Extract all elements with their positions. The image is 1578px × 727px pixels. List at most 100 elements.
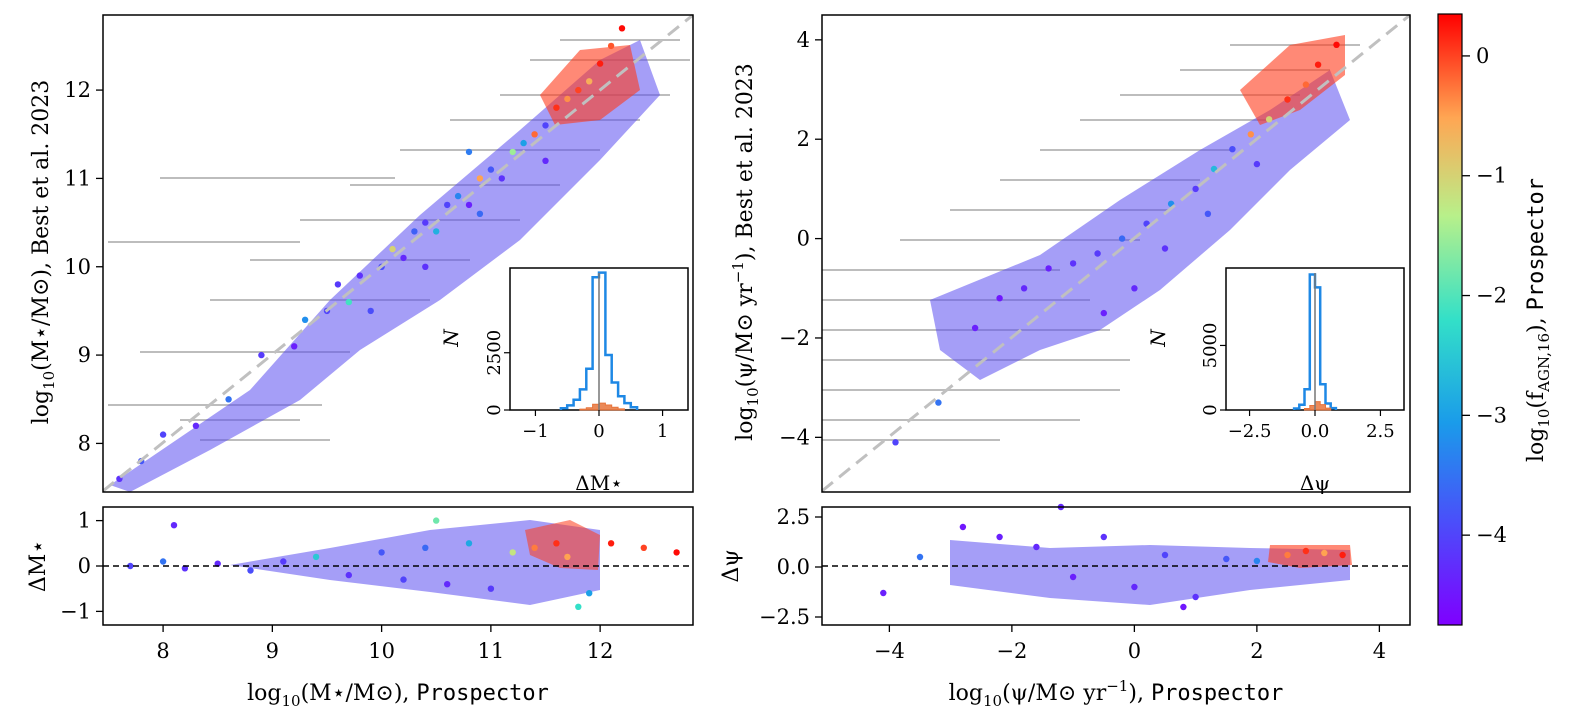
x-tick-label: 0 <box>1128 639 1141 663</box>
data-point <box>1247 131 1255 138</box>
mass-inset-histogram <box>559 271 639 411</box>
mass-y-label: log10(M⋆/M⊙), Best et al. 2023 <box>29 80 58 425</box>
data-point <box>916 553 924 561</box>
y-tick-label: 8 <box>78 431 91 455</box>
mass-points <box>116 25 626 482</box>
sfr-residual-agn-cloud <box>1268 545 1352 568</box>
data-point <box>996 295 1003 302</box>
data-point <box>422 544 429 551</box>
x-tick-label: 11 <box>478 639 505 663</box>
data-point <box>1265 116 1273 123</box>
data-point <box>433 228 440 235</box>
y-tick-label: −1 <box>60 599 91 623</box>
data-point <box>640 544 647 551</box>
data-point <box>465 201 473 209</box>
data-point <box>564 553 571 561</box>
data-point <box>1100 309 1108 317</box>
y-tick-label: 2500 <box>484 330 505 376</box>
data-point <box>1131 583 1138 591</box>
data-point <box>127 562 134 570</box>
x-tick-label: 0.0 <box>1301 421 1330 442</box>
mass-residual-y-ticks: −1 0 1 <box>60 509 103 623</box>
mass-residual-y-label: ΔM⋆ <box>26 540 51 592</box>
data-point <box>1069 260 1077 267</box>
data-point <box>192 422 200 429</box>
colorbar-tick-label: −3 <box>1476 403 1507 427</box>
mass-inset-xlabel: ΔM⋆ <box>575 471 622 495</box>
data-point <box>159 431 167 438</box>
mass-inset: −1 0 1 0 2500 ΔM⋆ N <box>439 267 689 495</box>
x-tick-label: 12 <box>587 639 614 663</box>
data-point <box>1284 551 1291 559</box>
data-point <box>345 298 352 306</box>
x-tick-label: −2.5 <box>1228 421 1272 442</box>
y-tick-label: 11 <box>64 166 91 190</box>
data-point <box>345 571 352 579</box>
data-point <box>531 544 538 551</box>
data-point <box>880 589 887 597</box>
y-tick-label: 0 <box>797 227 810 251</box>
colorbar-gradient <box>1437 13 1463 626</box>
sfr-residual-cloud <box>950 540 1350 605</box>
data-point <box>400 576 407 583</box>
colorbar-label: log10(fAGN,16), Prospector <box>1524 178 1553 462</box>
data-point <box>542 122 549 129</box>
x-tick-label: 8 <box>156 639 169 663</box>
sfr-one-to-one-line <box>821 13 1411 493</box>
mass-inset-ticks: −1 0 1 0 2500 <box>484 330 668 442</box>
data-point <box>1069 573 1077 581</box>
data-point <box>280 558 287 565</box>
data-point <box>454 192 462 200</box>
data-point <box>1253 557 1261 565</box>
x-tick-label: 4 <box>1373 639 1386 663</box>
data-point <box>1321 549 1328 557</box>
y-tick-label: 0 <box>1200 404 1221 415</box>
x-tick-label: 0 <box>593 421 604 442</box>
data-point <box>509 549 516 556</box>
data-point <box>225 396 232 403</box>
data-point <box>542 157 549 164</box>
data-point <box>971 324 979 332</box>
colorbar: −4 −3 −2 −1 0 log10(fAGN,16), Prospector <box>1437 13 1553 626</box>
data-point <box>959 523 967 531</box>
y-tick-label: 5000 <box>1200 323 1221 369</box>
y-tick-label: 0.0 <box>777 555 810 579</box>
y-tick-label: 2.5 <box>777 505 810 529</box>
colorbar-tick-label: −2 <box>1476 284 1507 308</box>
data-point <box>1192 185 1199 193</box>
y-tick-label: 12 <box>64 78 91 102</box>
mass-residual-agn-cloud <box>525 520 600 570</box>
y-tick-label: 0 <box>484 404 505 415</box>
data-point <box>520 139 527 147</box>
sfr-inset-ylabel: N <box>1146 328 1170 348</box>
data-point <box>422 219 429 226</box>
x-tick-label: −2 <box>996 639 1027 663</box>
data-point <box>444 201 451 209</box>
y-tick-label: 2 <box>797 127 810 151</box>
data-point <box>1094 250 1101 257</box>
sfr-x-label: log10(ψ/M⊙ yr−1), Prospector <box>949 677 1284 710</box>
data-point <box>422 263 429 270</box>
data-point <box>1180 603 1187 611</box>
colorbar-tick-label: −4 <box>1476 523 1507 547</box>
data-point <box>1229 146 1236 153</box>
data-point <box>444 581 451 588</box>
colorbar-tick-label: −1 <box>1476 164 1507 188</box>
data-point <box>1192 593 1199 601</box>
data-point <box>1131 285 1138 292</box>
y-tick-label: −4 <box>779 425 810 449</box>
sfr-residual-panel: −2.5 0.0 2.5 −4 −2 0 2 4 <box>759 503 1411 663</box>
data-point <box>1339 551 1346 559</box>
data-point <box>411 228 418 235</box>
data-point <box>1223 555 1230 563</box>
sfr-inset: −2.5 0.0 2.5 0 5000 Δψ N <box>1146 267 1405 495</box>
data-point <box>400 254 407 262</box>
colorbar-ticks: −4 −3 −2 −1 0 <box>1462 44 1507 547</box>
sfr-inset-xlabel: Δψ <box>1300 471 1330 495</box>
data-point <box>291 343 298 350</box>
data-point <box>996 533 1003 541</box>
data-point <box>509 148 516 156</box>
data-point <box>433 517 440 524</box>
